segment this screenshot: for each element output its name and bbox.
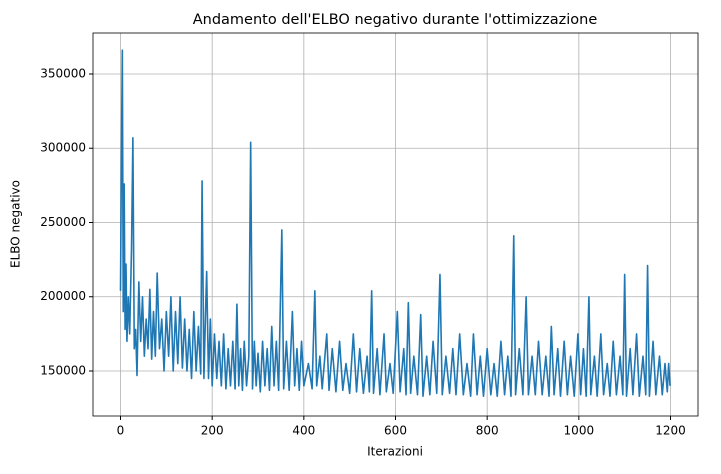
x-tick-label: 800	[476, 424, 499, 438]
x-tick-label: 1200	[655, 424, 686, 438]
y-tick-label: 350000	[40, 66, 86, 80]
x-tick-label: 400	[292, 424, 315, 438]
x-tick-label: 0	[117, 424, 125, 438]
x-tick-label: 1000	[564, 424, 595, 438]
y-axis-label: ELBO negativo	[9, 180, 23, 268]
y-tick-label: 150000	[40, 364, 86, 378]
x-tick-label: 200	[201, 424, 224, 438]
y-tick-label: 200000	[40, 289, 86, 303]
x-tick-label: 600	[384, 424, 407, 438]
data-line	[119, 49, 671, 398]
x-axis-label: Iterazioni	[367, 445, 423, 459]
y-tick-label: 300000	[40, 141, 86, 155]
y-tick-label: 250000	[40, 215, 86, 229]
chart-title: Andamento dell'ELBO negativo durante l'o…	[193, 12, 598, 28]
plot-frame	[92, 32, 699, 417]
